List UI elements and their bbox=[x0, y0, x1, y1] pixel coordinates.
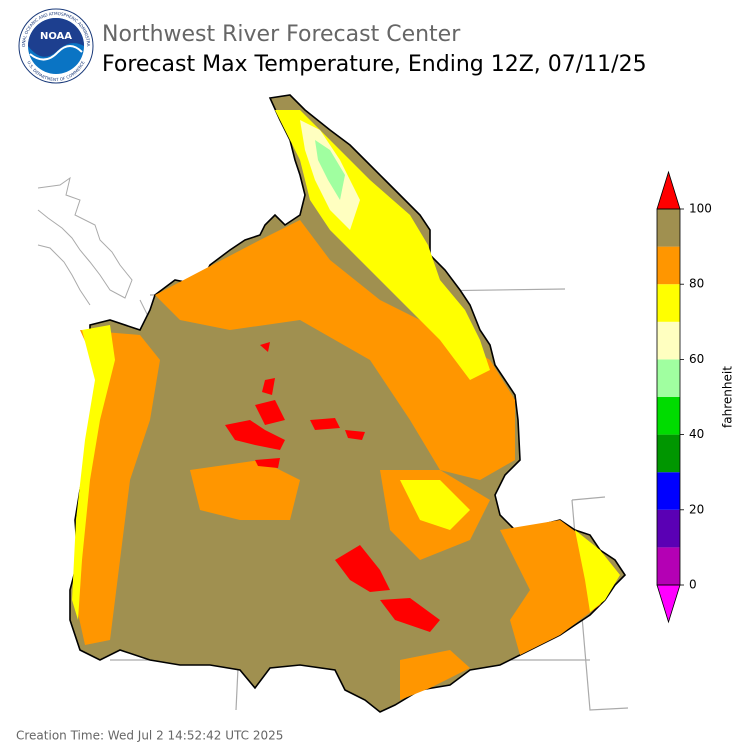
colorbar-tick-label: 100 bbox=[689, 202, 712, 216]
colorbar-tick-label: 40 bbox=[689, 427, 704, 441]
colorbar-segment bbox=[657, 359, 680, 397]
colorbar-segment bbox=[657, 472, 680, 510]
colorbar-segment bbox=[657, 509, 680, 548]
colorbar-segment bbox=[657, 321, 680, 360]
colorbar-tick-label: 60 bbox=[689, 352, 704, 366]
colorbar-segment bbox=[657, 397, 680, 435]
hot-spots bbox=[225, 342, 440, 632]
colorbar-label: fahrenheit bbox=[721, 366, 735, 428]
colorbar-frame bbox=[656, 208, 681, 586]
colorbar-segment bbox=[657, 434, 680, 473]
temperature-fields bbox=[72, 110, 620, 700]
colorbar-segment bbox=[657, 209, 680, 247]
map bbox=[37, 94, 629, 713]
colorbar-tick-label: 0 bbox=[689, 578, 697, 592]
colorbar-tick-label: 80 bbox=[689, 277, 704, 291]
colorbar-segment bbox=[657, 246, 680, 285]
creation-time: Creation Time: Wed Jul 2 14:52:42 UTC 20… bbox=[16, 729, 283, 743]
colorbar-segment bbox=[657, 284, 680, 322]
colorbar: 0 20 40 60 80 100 bbox=[656, 170, 712, 624]
logo-text: NOAA bbox=[40, 31, 72, 42]
org-name: Northwest River Forecast Center bbox=[102, 22, 461, 47]
map-title: Forecast Max Temperature, Ending 12Z, 07… bbox=[102, 52, 647, 77]
colorbar-tick-label: 20 bbox=[689, 502, 704, 516]
colorbar-segment bbox=[657, 547, 680, 585]
